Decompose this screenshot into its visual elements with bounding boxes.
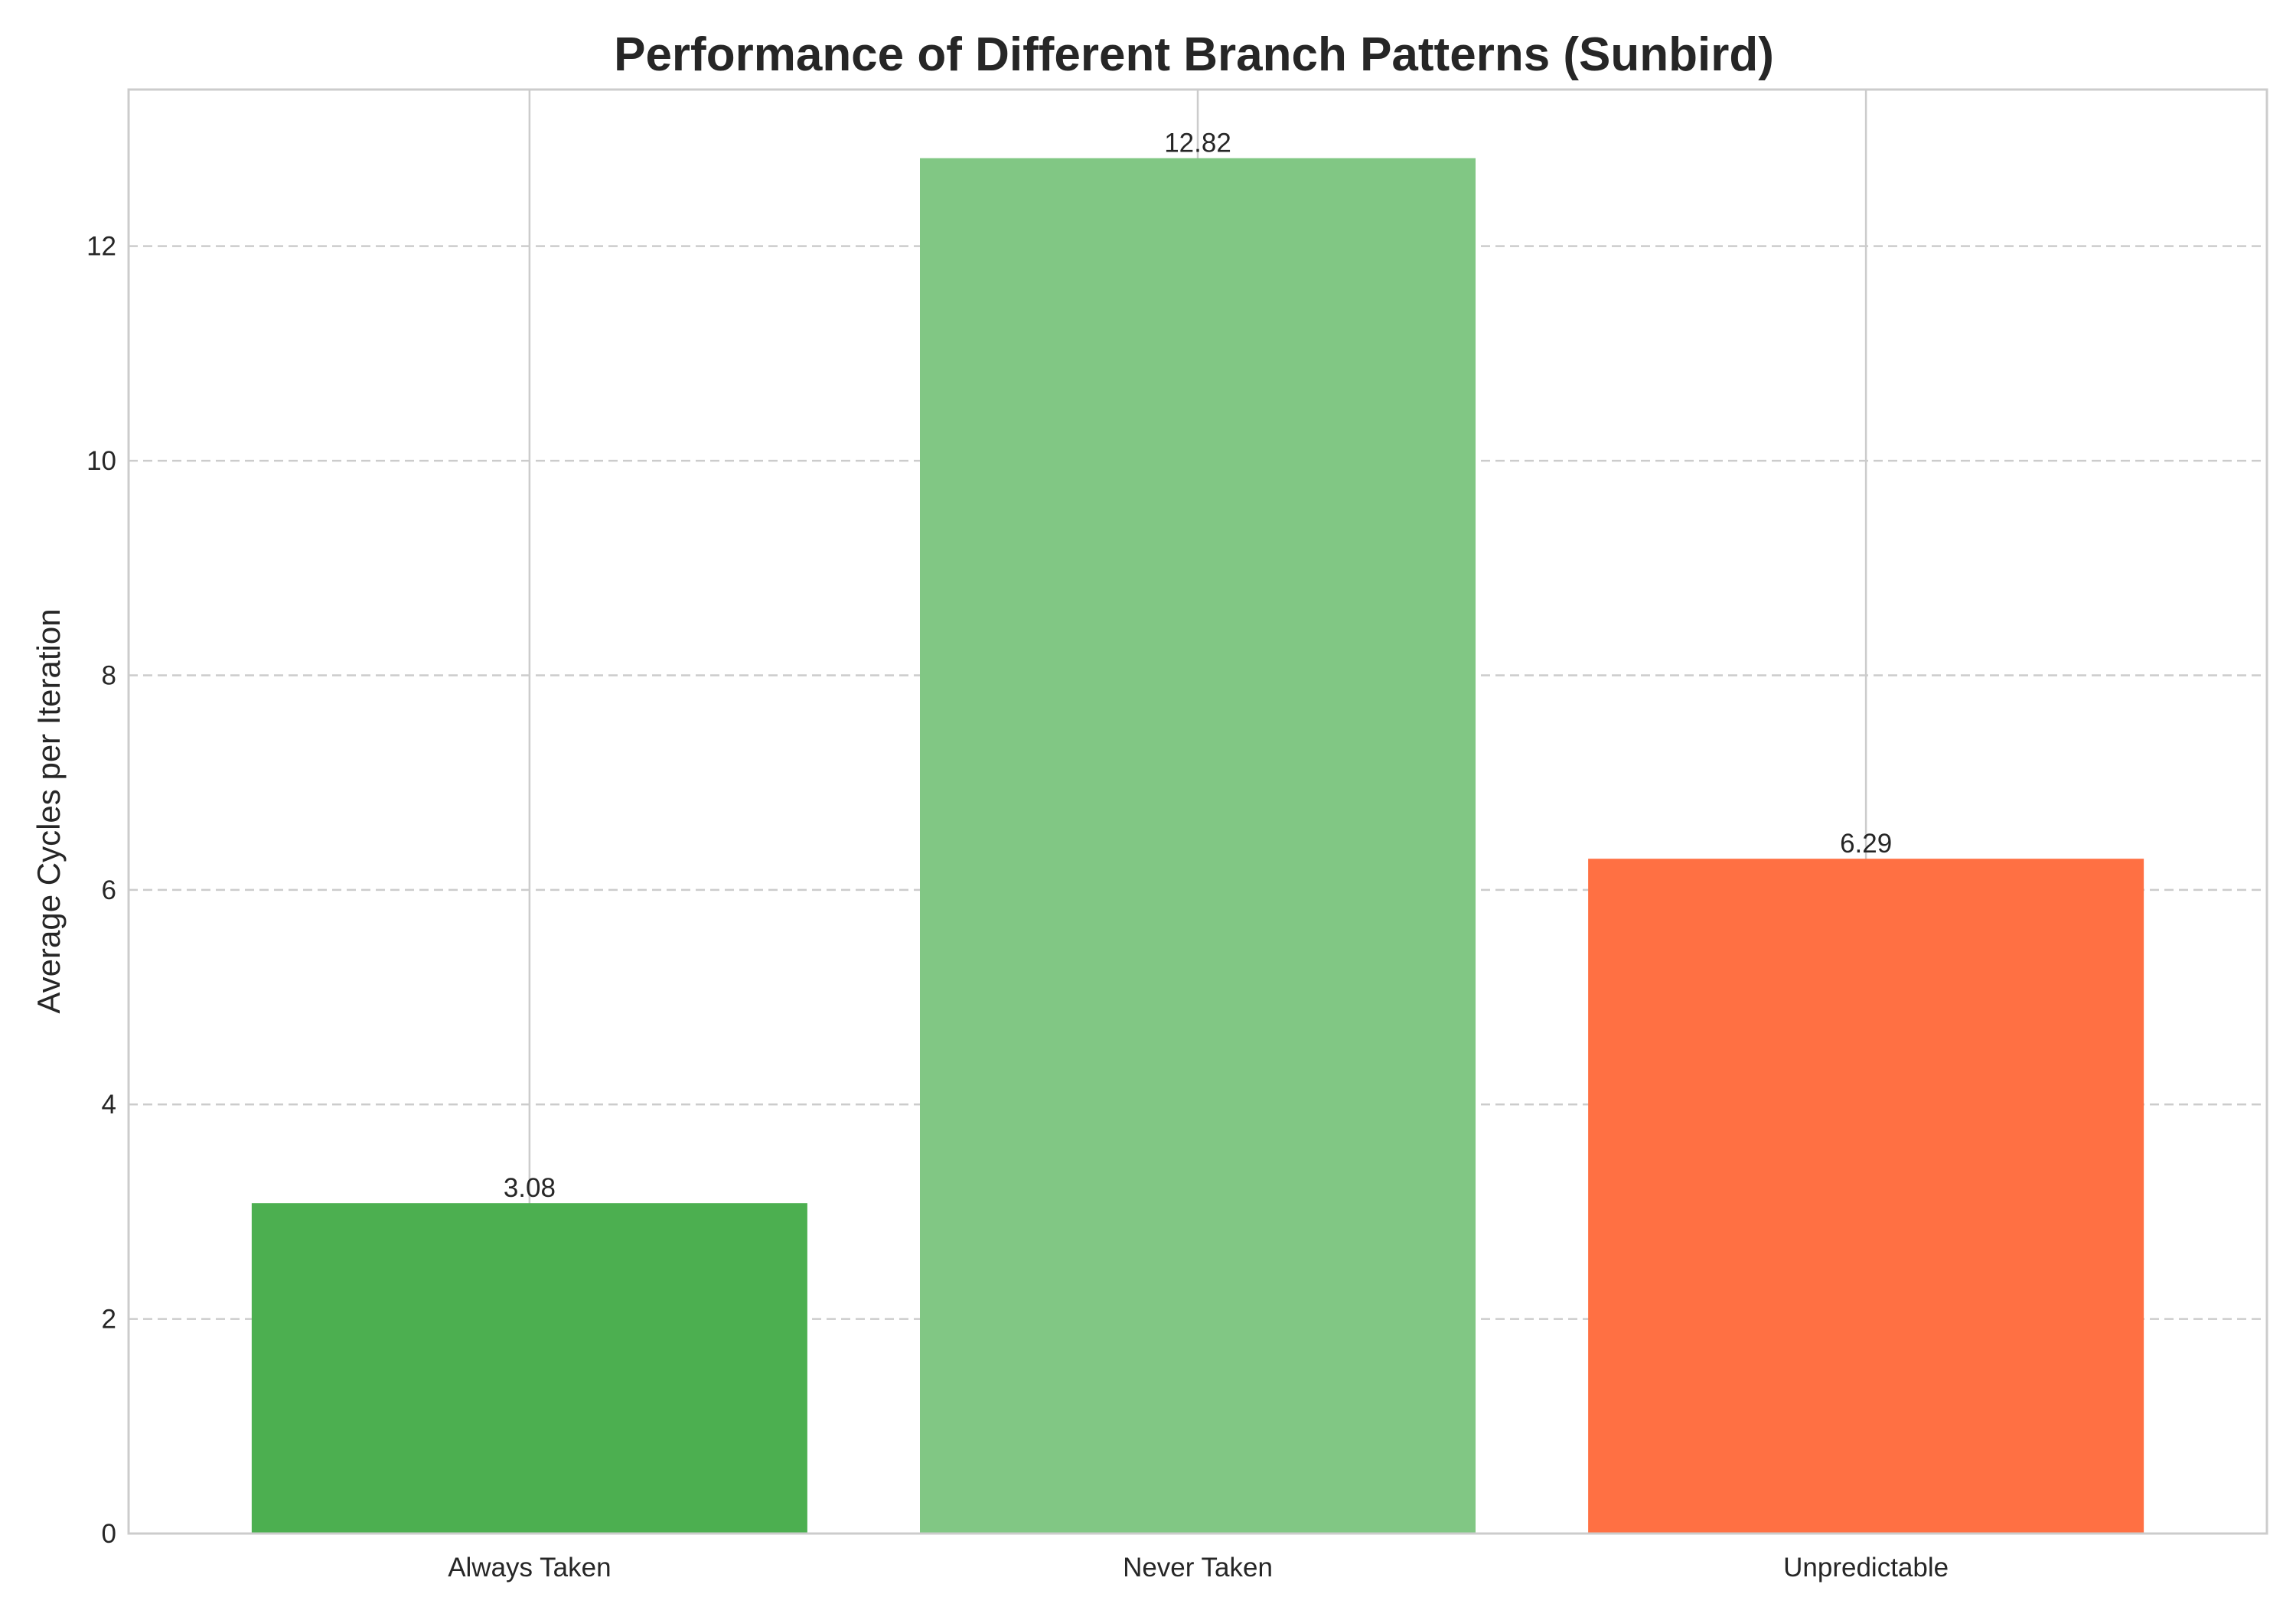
y-axis-label: Average Cycles per Iteration: [31, 608, 67, 1013]
bar-never-taken: [920, 158, 1476, 1534]
bar-value-label: 3.08: [504, 1173, 556, 1203]
y-tick-label: 0: [102, 1519, 116, 1549]
bar-unpredictable: [1588, 859, 2144, 1534]
y-axis-ticks: 0 2 4 6 8 10 12: [86, 232, 116, 1549]
x-tick-label: Unpredictable: [1783, 1553, 1949, 1583]
y-tick-label: 12: [86, 232, 116, 262]
x-axis-ticks: Always Taken Never Taken Unpredictable: [448, 1553, 1949, 1583]
chart-title: Performance of Different Branch Patterns…: [614, 28, 1774, 81]
bar-always-taken: [251, 1203, 807, 1534]
y-tick-label: 4: [102, 1090, 116, 1120]
x-tick-label: Always Taken: [448, 1553, 611, 1583]
y-tick-label: 2: [102, 1305, 116, 1335]
y-tick-label: 10: [86, 446, 116, 476]
y-tick-label: 8: [102, 660, 116, 690]
x-tick-label: Never Taken: [1123, 1553, 1273, 1583]
plot-frame: [127, 88, 2268, 1535]
data-labels: 3.08 12.82 6.29: [504, 129, 1892, 1203]
bar-value-label: 12.82: [1164, 129, 1231, 158]
bars: [251, 158, 2144, 1534]
y-tick-label: 6: [102, 875, 116, 905]
bar-value-label: 6.29: [1840, 829, 1892, 859]
